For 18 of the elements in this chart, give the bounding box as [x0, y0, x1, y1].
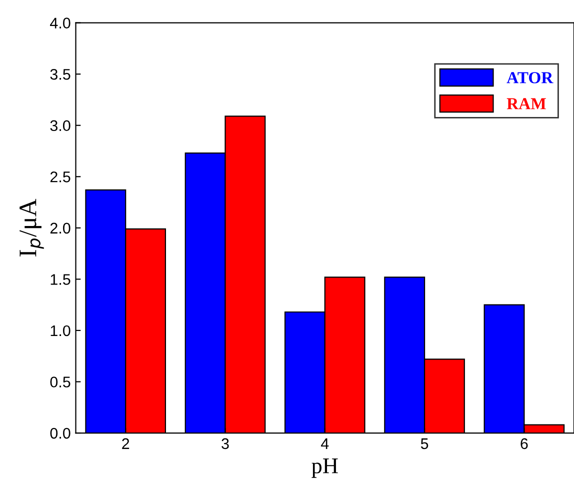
y-tick-label: 2.5 — [50, 172, 70, 182]
x-tick-label: 5 — [420, 438, 428, 450]
y-tick-label: 3.0 — [50, 120, 70, 132]
y-tick-label: 4.0 — [50, 18, 70, 28]
x-tick-label: 4 — [320, 438, 329, 449]
legend-label: RAM — [506, 98, 546, 110]
y-tick-label: 3.5 — [50, 68, 70, 80]
y-tick-label: 1.0 — [50, 325, 70, 336]
y-axis-title: I$_{p}$/μA — [20, 198, 44, 257]
x-tick-label: 6 — [520, 438, 528, 450]
y-tick-label: 1.5 — [50, 274, 70, 285]
x-axis-title: pH — [312, 458, 338, 478]
y-tick-label: 0.0 — [50, 428, 70, 439]
legend-label: ATOR — [506, 72, 554, 84]
y-tick-label: 0.5 — [50, 376, 70, 388]
x-tick-label: 2 — [122, 438, 130, 449]
y-tick-label: 2.0 — [50, 222, 70, 234]
x-tick-label: 3 — [222, 438, 229, 450]
